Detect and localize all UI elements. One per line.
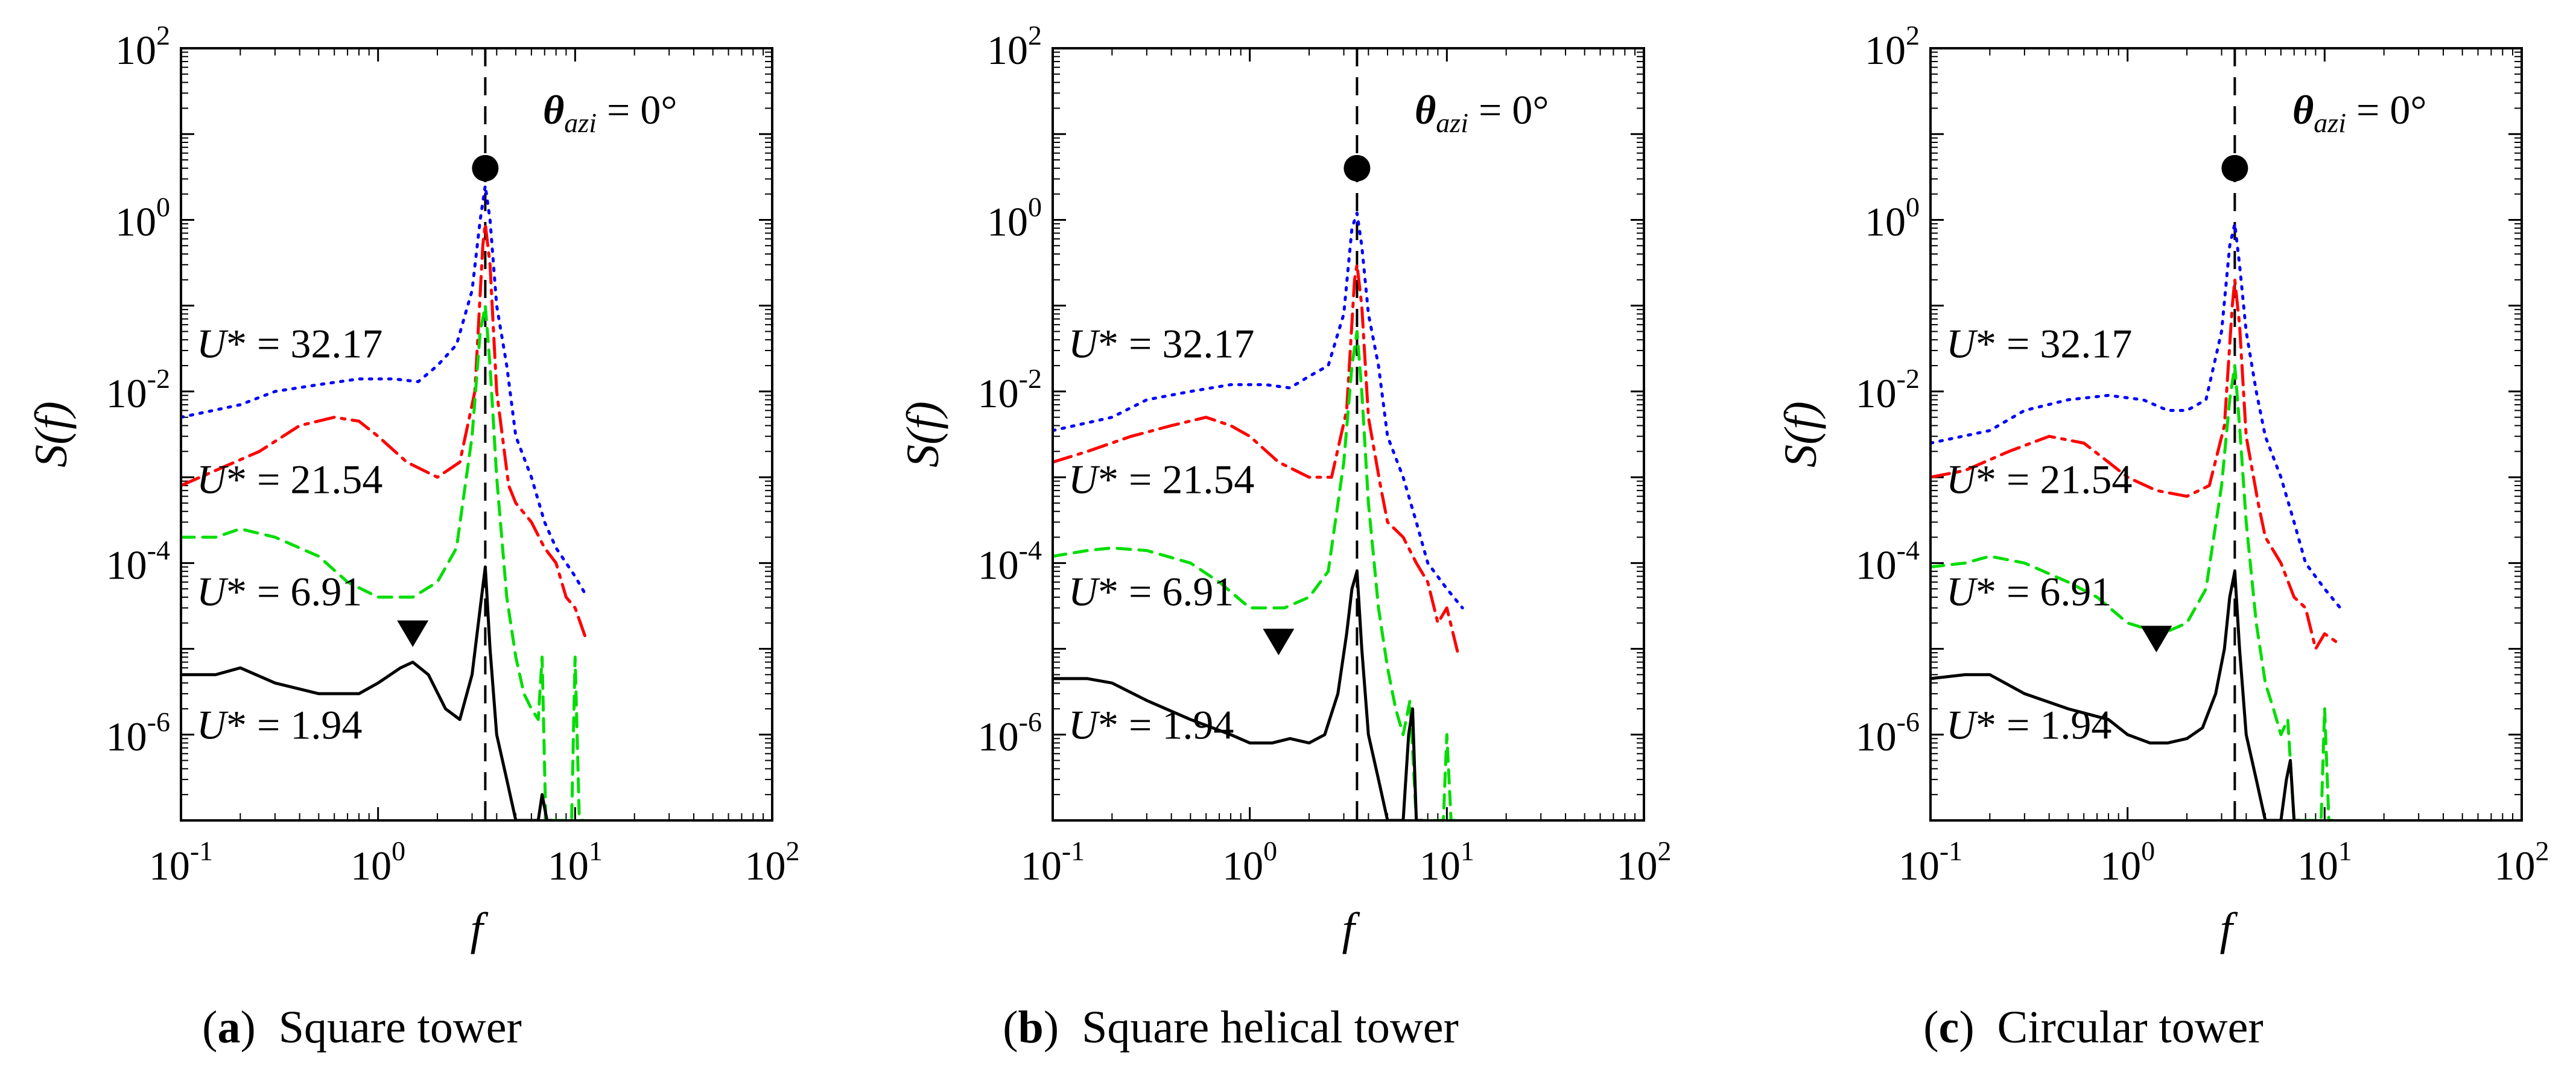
series-line	[1053, 569, 1424, 820]
y-tick-label: 10-2	[1856, 363, 1920, 416]
axes-frame	[180, 47, 773, 822]
caption-letter-b: b	[1018, 1002, 1044, 1053]
series-line	[1930, 569, 2302, 820]
series-line	[1053, 211, 1464, 610]
series-line	[181, 184, 589, 599]
y-tick-label: 10-2	[978, 363, 1042, 416]
x-tick-label: 101	[2297, 836, 2352, 889]
y-tick-label: 102	[987, 20, 1042, 73]
axes-frame	[1052, 47, 1645, 822]
peak-circle-marker	[472, 154, 499, 182]
peak-circle-marker	[2221, 154, 2248, 182]
y-tick-label: 102	[1865, 20, 1920, 73]
caption-letter-a: a	[217, 1002, 241, 1053]
x-tick-label: 100	[351, 836, 405, 889]
series-label: U* = 32.17	[1946, 320, 2132, 366]
theta-annotation: θazi = 0°	[1415, 87, 1549, 138]
theta-annotation: θazi = 0°	[543, 87, 677, 138]
y-tick-label: 100	[1865, 191, 1920, 244]
series-label: U* = 1.94	[1946, 702, 2111, 747]
series-line	[1930, 278, 2338, 651]
axes-frame	[1929, 47, 2523, 822]
caption-b: (b) Square helical tower	[1003, 1002, 1459, 1053]
series-line	[181, 565, 553, 820]
x-tick-label: 100	[2100, 836, 2155, 889]
chart-panel-a: 10-1 100 101 102 10-6 10-4 10-2 100 102 f S(f) U* =…	[26, 20, 800, 954]
chart-panel-b: 10-1 100 101 102 10-6 10-4 10-2 100 102 f S(f) U* =…	[898, 20, 1672, 954]
peak-circle-marker	[1344, 154, 1371, 182]
y-tick-label: 10-6	[106, 706, 170, 759]
series-label: U* = 6.91	[1946, 569, 2111, 615]
y-tick-label: 10-4	[106, 534, 170, 588]
x-tick-label: 10-1	[1021, 836, 1085, 889]
caption-title-b: Square helical tower	[1082, 1002, 1459, 1053]
series-label: U* = 21.54	[1068, 457, 1254, 503]
series-label: U* = 1.94	[1068, 702, 1234, 747]
x-tick-label: 102	[2495, 836, 2549, 889]
series-label: U* = 32.17	[197, 320, 382, 366]
y-axis-label: S(f)	[1775, 401, 1826, 468]
x-axis-label: f	[1342, 904, 1360, 954]
series-label: U* = 6.91	[1068, 569, 1234, 615]
series-line	[181, 222, 589, 644]
triangle-marker	[2140, 626, 2172, 653]
x-tick-label: 100	[1222, 836, 1277, 889]
series-line	[1930, 222, 2342, 610]
caption-a: (a) Square tower	[202, 1002, 522, 1053]
y-tick-label: 100	[987, 191, 1042, 244]
y-tick-label: 100	[115, 191, 170, 244]
x-axis-label: f	[470, 904, 488, 954]
y-tick-label: 10-2	[106, 363, 170, 416]
series-label: U* = 1.94	[197, 702, 362, 747]
caption-c: (c) Circular tower	[1923, 1002, 2264, 1053]
y-tick-label: 10-6	[1856, 706, 1920, 759]
x-tick-label: 101	[1420, 836, 1474, 889]
y-tick-label: 10-4	[978, 534, 1042, 588]
theta-annotation: θazi = 0°	[2292, 87, 2427, 138]
y-axis-label: S(f)	[898, 401, 948, 468]
caption-title-c: Circular tower	[1997, 1002, 2264, 1053]
y-tick-label: 10-6	[978, 706, 1042, 759]
caption-title-a: Square tower	[278, 1002, 522, 1053]
x-axis-label: f	[2219, 904, 2238, 954]
x-tick-label: 102	[1617, 836, 1672, 889]
y-tick-label: 102	[115, 20, 170, 73]
y-tick-label: 10-4	[1856, 534, 1920, 588]
series-line	[1930, 364, 2335, 820]
x-tick-label: 101	[548, 836, 603, 889]
x-tick-label: 10-1	[1899, 836, 1962, 889]
series-line	[1053, 263, 1461, 659]
series-line	[1053, 330, 1457, 820]
x-tick-label: 102	[745, 836, 800, 889]
series-label: U* = 21.54	[1946, 457, 2132, 503]
triangle-marker	[1263, 629, 1295, 656]
series-label: U* = 32.17	[1068, 320, 1254, 366]
y-axis-label: S(f)	[26, 401, 77, 468]
series-label: U* = 6.91	[197, 569, 362, 615]
chart-panel-c: 10-1 100 101 102 10-6 10-4 10-2 100 102 f S(f) U* =…	[1775, 20, 2549, 954]
series-label: U* = 21.54	[197, 457, 382, 503]
x-tick-label: 10-1	[149, 836, 213, 889]
triangle-marker	[397, 620, 429, 647]
caption-letter-c: c	[1938, 1002, 1959, 1053]
